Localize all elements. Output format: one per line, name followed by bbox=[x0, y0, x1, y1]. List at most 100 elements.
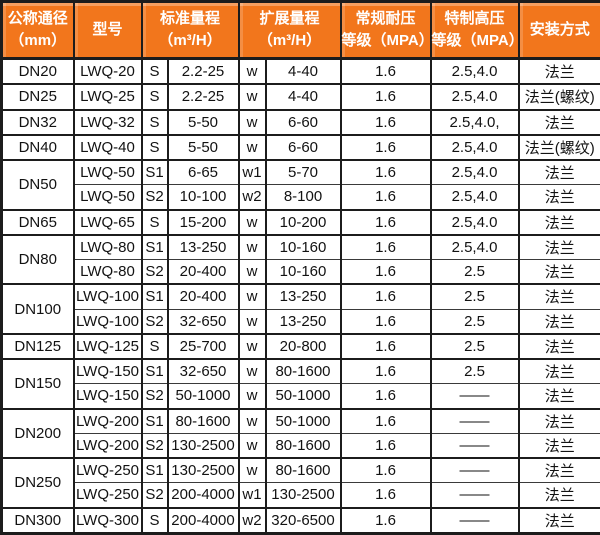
std-code-cell: S1 bbox=[140, 283, 169, 310]
std-code-cell: S bbox=[140, 133, 169, 161]
ext-range-cell: 50-1000 bbox=[264, 383, 342, 409]
high-pressure-cell: —— bbox=[429, 482, 520, 508]
std-code-cell: S bbox=[140, 506, 169, 534]
header-label-line: 等级（MPA） bbox=[431, 32, 524, 49]
header-label-line: （m³/H） bbox=[257, 32, 322, 49]
dn-cell: DN80 bbox=[0, 233, 75, 285]
ext-range-cell: 80-1600 bbox=[264, 432, 342, 459]
high-pressure-cell: 2.5,4.0, bbox=[429, 108, 520, 135]
header-label-line: （mm） bbox=[9, 32, 67, 49]
model-cell: LWQ-50 bbox=[72, 184, 143, 210]
model-cell: LWQ-65 bbox=[72, 208, 143, 235]
std-range-cell: 200-4000 bbox=[166, 482, 240, 508]
model-cell: LWQ-32 bbox=[72, 108, 143, 135]
std-code-cell: S2 bbox=[140, 184, 169, 210]
ext-range-cell: 10-160 bbox=[264, 259, 342, 285]
std-code-cell: S bbox=[140, 108, 169, 135]
header-extended-range: 扩展量程 （m³/H） bbox=[237, 0, 342, 60]
ext-code-cell: w bbox=[237, 57, 267, 85]
ext-code-cell: w bbox=[237, 308, 267, 334]
dn-cell: DN125 bbox=[0, 332, 75, 360]
table-row: DN50 LWQ-50 S1 6-65 w1 5-70 1.6 2.5,4.0 法兰 bbox=[0, 159, 600, 210]
ext-range-cell: 10-160 bbox=[264, 233, 342, 260]
ext-code-cell: w2 bbox=[237, 184, 267, 210]
std-range-cell: 5-50 bbox=[166, 108, 240, 135]
ext-code-cell: w bbox=[237, 208, 267, 235]
model-cell: LWQ-125 bbox=[72, 332, 143, 360]
header-row: 公称通径 （mm） 型号 标准量程 （m³/H） 扩展量程 （m³/H） 常规耐… bbox=[0, 0, 600, 60]
high-pressure-cell: 2.5 bbox=[429, 332, 520, 360]
ext-code-cell: w bbox=[237, 332, 267, 360]
ext-code-cell: w bbox=[237, 432, 267, 459]
table-row: DN125 LWQ-125 S 25-700 w 20-800 1.6 2.5 法兰 bbox=[0, 332, 600, 360]
header-label-line: 常规耐压 bbox=[355, 10, 416, 28]
pressure-cell: 1.6 bbox=[339, 259, 432, 285]
header-special-high-pressure-rating: 特制高压 等级（MPA） bbox=[429, 0, 524, 60]
ext-code-cell: w bbox=[237, 259, 267, 285]
header-label-line: 标准量程 bbox=[159, 10, 220, 28]
pressure-cell: 1.6 bbox=[339, 108, 432, 135]
ext-code-cell: w bbox=[237, 457, 267, 483]
std-code-cell: S1 bbox=[140, 358, 169, 384]
std-code-cell: S2 bbox=[140, 482, 169, 508]
std-code-cell: S1 bbox=[140, 233, 169, 260]
header-model: 型号 bbox=[72, 0, 143, 60]
header-label-line: 安装方式 bbox=[529, 21, 590, 39]
std-range-cell: 32-650 bbox=[166, 358, 240, 384]
header-installation-method: 安装方式 bbox=[517, 0, 600, 60]
model-cell: LWQ-100 bbox=[72, 308, 143, 334]
std-range-cell: 13-250 bbox=[166, 233, 240, 260]
ext-range-cell: 80-1600 bbox=[264, 358, 342, 384]
high-pressure-cell: 2.5,4.0 bbox=[429, 184, 520, 210]
install-cell: 法兰 bbox=[517, 283, 600, 310]
ext-range-cell: 6-60 bbox=[264, 133, 342, 161]
std-code-cell: S1 bbox=[140, 457, 169, 483]
model-cell: LWQ-200 bbox=[72, 432, 143, 459]
model-cell: LWQ-80 bbox=[72, 259, 143, 285]
ext-range-cell: 80-1600 bbox=[264, 457, 342, 483]
dn-cell: DN100 bbox=[0, 283, 75, 334]
ext-range-cell: 6-60 bbox=[264, 108, 342, 135]
model-cell: LWQ-300 bbox=[72, 506, 143, 534]
install-cell: 法兰 bbox=[517, 233, 600, 260]
spec-table-body: DN20 LWQ-20 S 2.2-25 w 4-40 1.6 2.5,4.0 法兰 DN25 LW… bbox=[0, 57, 600, 534]
pressure-cell: 1.6 bbox=[339, 233, 432, 260]
pressure-cell: 1.6 bbox=[339, 432, 432, 459]
pressure-cell: 1.6 bbox=[339, 506, 432, 534]
high-pressure-cell: 2.5,4.0 bbox=[429, 159, 520, 185]
table-row: DN32 LWQ-32 S 5-50 w 6-60 1.6 2.5,4.0, 法兰 bbox=[0, 108, 600, 135]
model-cell: LWQ-100 bbox=[72, 283, 143, 310]
high-pressure-cell: 2.5,4.0 bbox=[429, 83, 520, 110]
std-range-cell: 6-65 bbox=[166, 159, 240, 185]
install-cell: 法兰 bbox=[517, 159, 600, 185]
high-pressure-cell: 2.5 bbox=[429, 358, 520, 384]
ext-code-cell: w bbox=[237, 83, 267, 110]
model-cell: LWQ-150 bbox=[72, 358, 143, 384]
pressure-cell: 1.6 bbox=[339, 383, 432, 409]
std-range-cell: 32-650 bbox=[166, 308, 240, 334]
ext-range-cell: 50-1000 bbox=[264, 407, 342, 434]
ext-range-cell: 130-2500 bbox=[264, 482, 342, 508]
pressure-cell: 1.6 bbox=[339, 482, 432, 508]
std-code-cell: S2 bbox=[140, 308, 169, 334]
install-cell: 法兰 bbox=[517, 208, 600, 235]
std-range-cell: 15-200 bbox=[166, 208, 240, 235]
pressure-cell: 1.6 bbox=[339, 133, 432, 161]
model-cell: LWQ-250 bbox=[72, 482, 143, 508]
dn-cell: DN200 bbox=[0, 407, 75, 459]
table-row: DN65 LWQ-65 S 15-200 w 10-200 1.6 2.5,4.0 法兰 bbox=[0, 208, 600, 235]
dn-cell: DN150 bbox=[0, 358, 75, 409]
std-range-cell: 25-700 bbox=[166, 332, 240, 360]
std-code-cell: S bbox=[140, 57, 169, 85]
pressure-cell: 1.6 bbox=[339, 358, 432, 384]
std-range-cell: 20-400 bbox=[166, 259, 240, 285]
table-row: DN100 LWQ-100 S1 20-400 w 13-250 1.6 2.5 法兰 bbox=[0, 283, 600, 334]
model-cell: LWQ-250 bbox=[72, 457, 143, 483]
ext-code-cell: w bbox=[237, 383, 267, 409]
install-cell: 法兰 bbox=[517, 259, 600, 285]
table-row: DN25 LWQ-25 S 2.2-25 w 4-40 1.6 2.5,4.0 法兰(螺纹) bbox=[0, 83, 600, 110]
pressure-cell: 1.6 bbox=[339, 83, 432, 110]
model-cell: LWQ-50 bbox=[72, 159, 143, 185]
pressure-cell: 1.6 bbox=[339, 159, 432, 185]
